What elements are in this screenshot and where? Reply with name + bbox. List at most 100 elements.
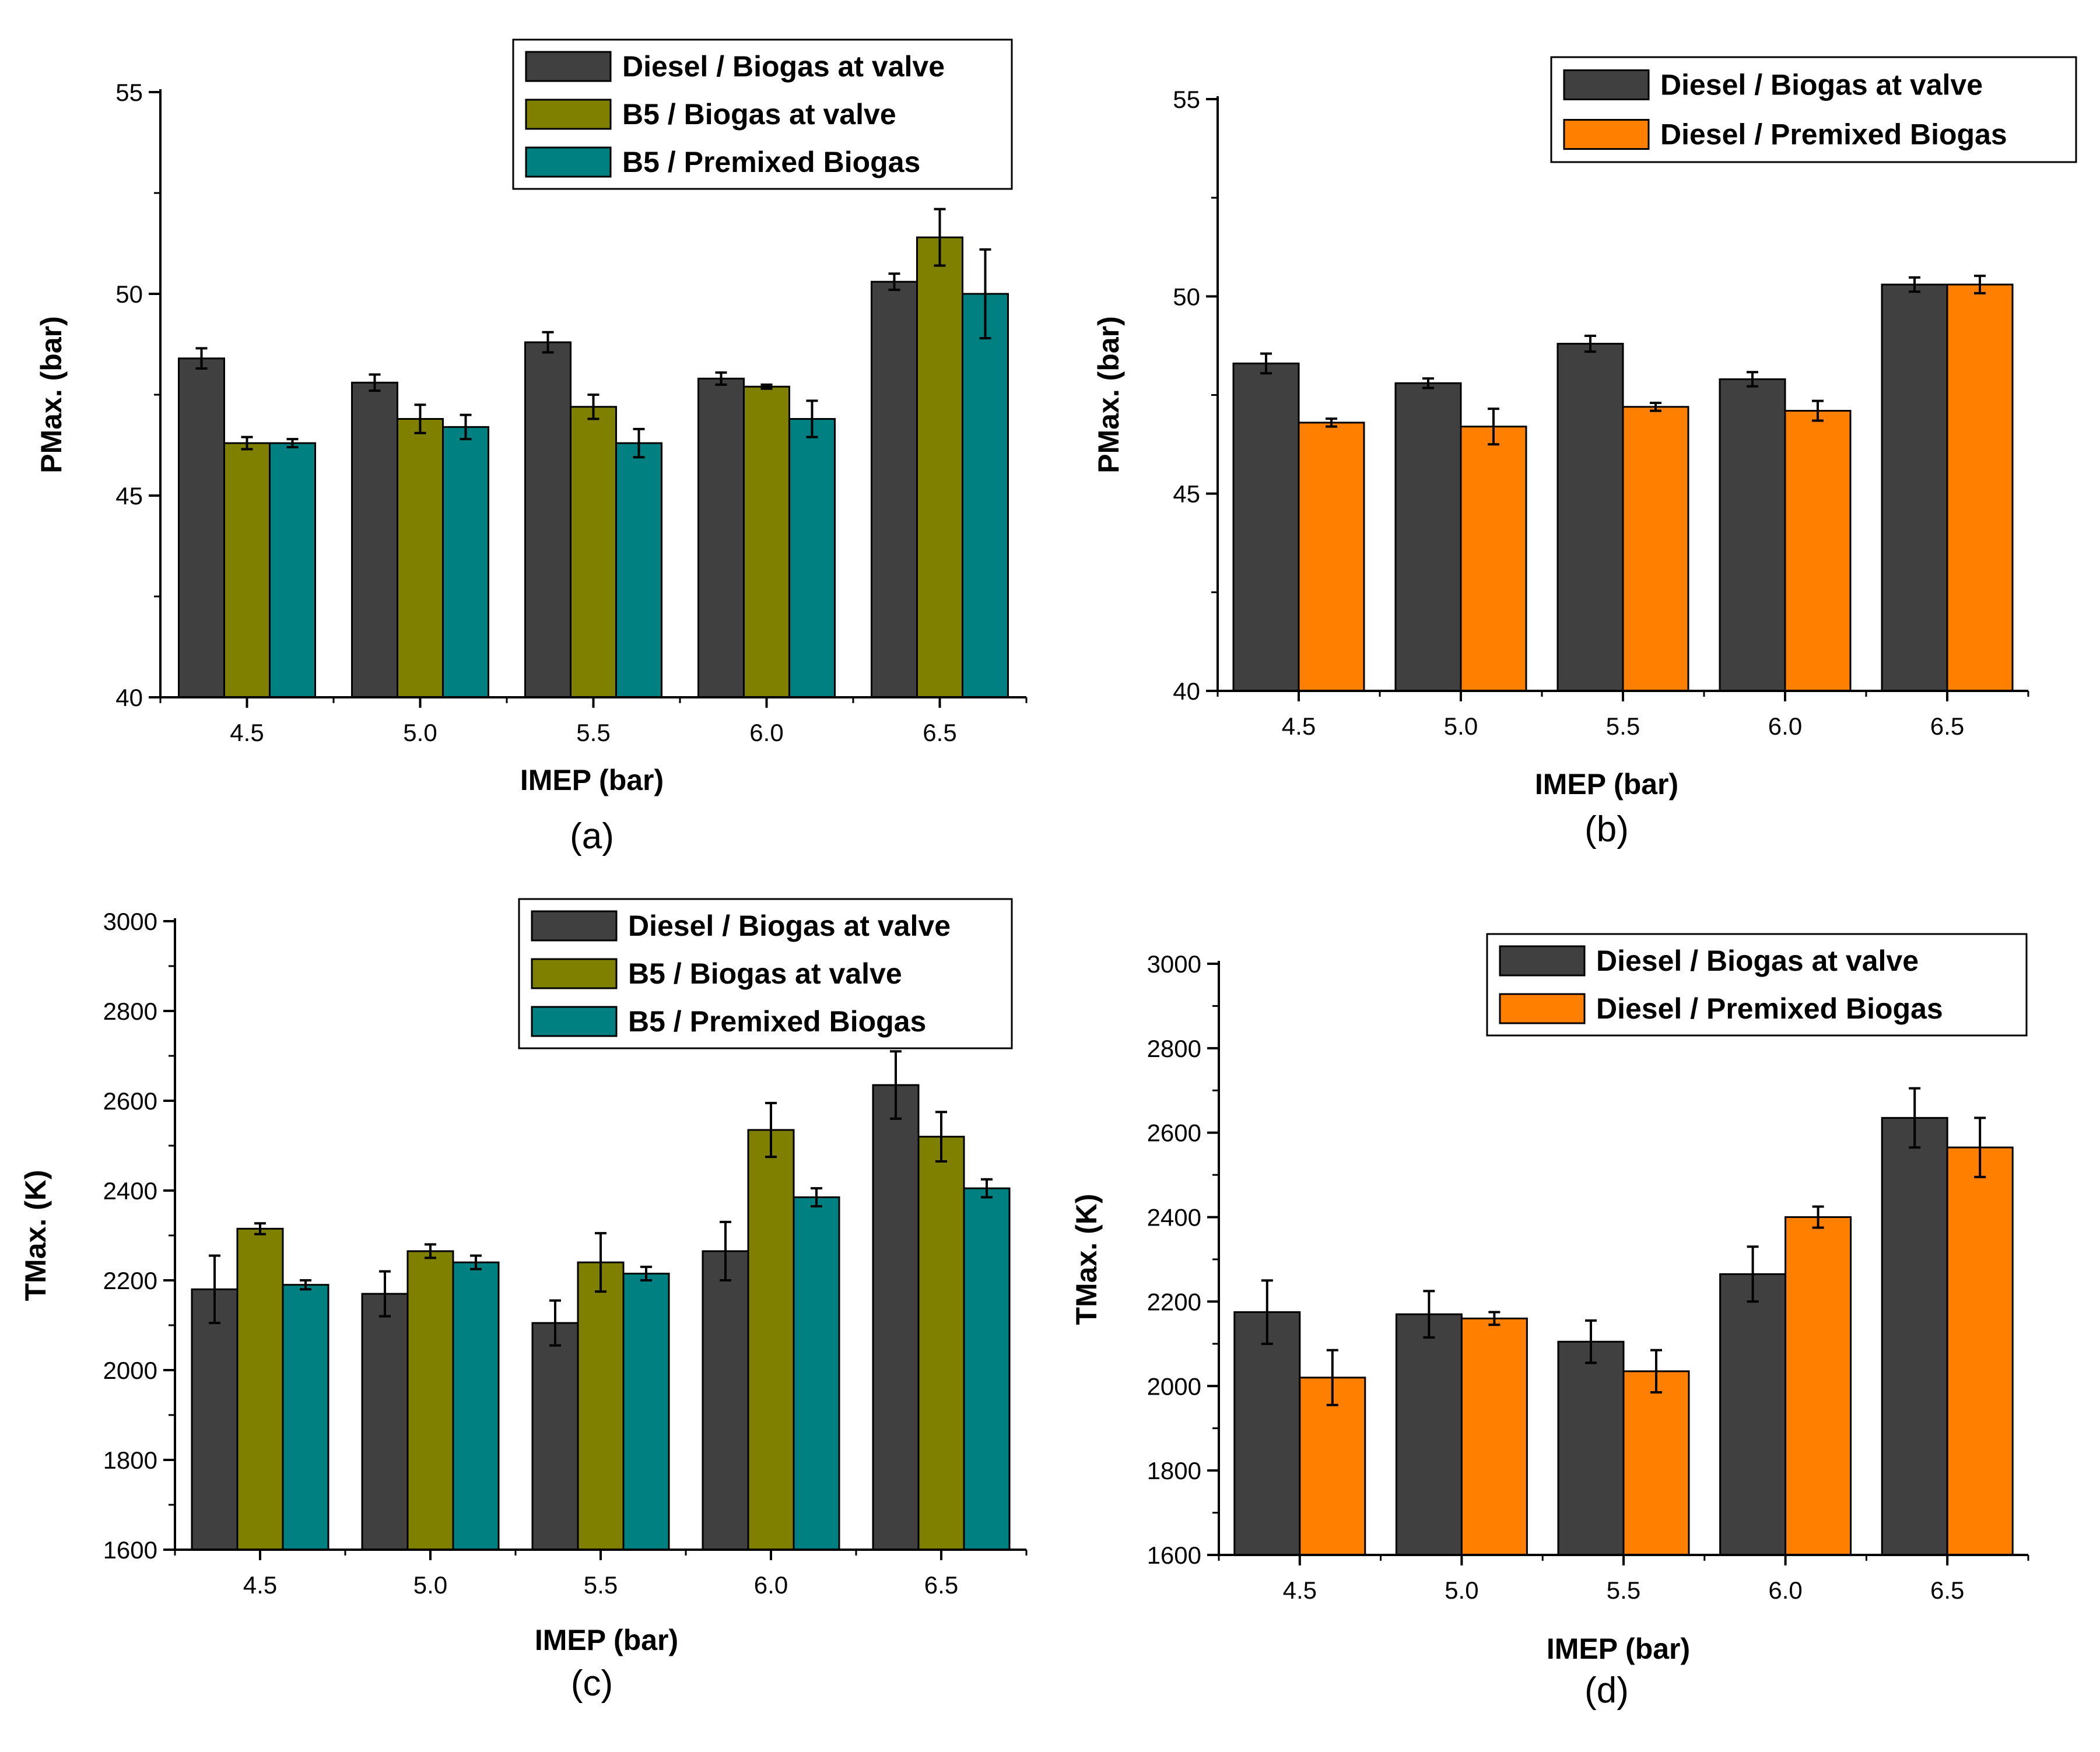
- x-tick-label: 6.0: [749, 719, 783, 746]
- y-tick-label: 45: [1173, 480, 1200, 508]
- legend-entry: Diesel / Premixed Biogas: [1660, 118, 2007, 151]
- bar: [697, 377, 745, 698]
- legend-entry: Diesel / Biogas at valve: [628, 910, 951, 942]
- y-tick-label: 3000: [103, 908, 157, 935]
- x-tick-label: 4.5: [1283, 1577, 1317, 1604]
- x-axis-title: IMEP (bar): [1547, 1632, 1690, 1665]
- y-tick-label: 3000: [1147, 950, 1201, 978]
- bar: [452, 1261, 500, 1551]
- bar: [1881, 283, 1948, 692]
- bar: [1622, 406, 1689, 692]
- bar: [1946, 283, 2014, 692]
- panel-label: (d): [1584, 1670, 1629, 1711]
- x-tick-label: 6.5: [1930, 712, 1964, 740]
- y-tick-label: 2200: [103, 1267, 157, 1294]
- bar: [1946, 1146, 2014, 1556]
- bar: [191, 1288, 239, 1551]
- legend-swatch: [1499, 993, 1586, 1024]
- y-axis-title: TMax. (K): [1070, 1194, 1103, 1325]
- y-tick-label: 1800: [1147, 1457, 1201, 1484]
- bar: [236, 1227, 284, 1551]
- bar: [963, 1187, 1011, 1551]
- y-tick-label: 55: [1173, 86, 1200, 113]
- bar: [406, 1250, 454, 1551]
- panel-label: (a): [570, 816, 614, 856]
- bar: [1298, 422, 1365, 692]
- legend-entry: Diesel / Biogas at valve: [622, 50, 945, 83]
- x-tick-label: 4.5: [1282, 712, 1316, 740]
- y-axis-title: PMax. (bar): [1092, 316, 1125, 473]
- legend-swatch: [531, 958, 618, 989]
- bar: [1556, 343, 1624, 692]
- x-tick-label: 5.0: [403, 719, 437, 746]
- bar: [531, 1322, 579, 1551]
- x-tick-label: 6.5: [923, 719, 956, 746]
- bar: [524, 341, 572, 698]
- bar: [793, 1196, 840, 1551]
- bar: [1557, 1340, 1625, 1556]
- legend-swatch: [525, 51, 612, 82]
- y-axis-title: TMax. (K): [19, 1170, 52, 1301]
- bar: [1460, 1317, 1528, 1556]
- bar: [397, 418, 444, 698]
- bar: [743, 385, 790, 698]
- bar: [917, 1136, 965, 1551]
- bar: [871, 280, 918, 698]
- bar: [702, 1250, 749, 1551]
- x-tick-label: 5.0: [1445, 1577, 1478, 1604]
- y-tick-label: 2800: [103, 998, 157, 1025]
- x-tick-label: 5.0: [413, 1571, 447, 1599]
- y-tick-label: 40: [1173, 677, 1200, 705]
- bar: [1395, 1313, 1463, 1556]
- bar: [962, 293, 1009, 698]
- bar: [1719, 1273, 1787, 1556]
- legend-swatch: [531, 1006, 618, 1037]
- bar: [442, 426, 489, 698]
- y-tick-label: 40: [115, 684, 143, 711]
- y-tick-label: 2400: [103, 1177, 157, 1205]
- y-tick-label: 2000: [1147, 1372, 1201, 1400]
- chart-panel-b: 40 45 50 55 4.5 5.0 5.5 6.0 6.5 IMEP (bar) PMax. (…: [1092, 56, 2077, 849]
- x-axis-title: IMEP (bar): [1535, 768, 1678, 800]
- bar: [282, 1284, 329, 1551]
- panel-label: (c): [571, 1663, 613, 1704]
- x-tick-label: 4.5: [230, 719, 264, 746]
- panel-label: (b): [1584, 809, 1629, 849]
- legend-entry: Diesel / Biogas at valve: [1660, 69, 1983, 101]
- legend-entry: B5 / Biogas at valve: [628, 957, 902, 990]
- bar: [622, 1272, 670, 1551]
- bar: [351, 381, 398, 698]
- bar: [1719, 378, 1786, 692]
- y-tick-label: 45: [115, 482, 143, 510]
- bar: [223, 442, 271, 698]
- x-tick-label: 6.5: [924, 1571, 958, 1599]
- x-tick-label: 5.5: [576, 719, 610, 746]
- legend-entry: Diesel / Biogas at valve: [1596, 945, 1919, 977]
- x-axis-title: IMEP (bar): [520, 764, 664, 796]
- x-tick-label: 6.0: [1768, 712, 1802, 740]
- y-tick-label: 2200: [1147, 1288, 1201, 1315]
- bar: [1394, 382, 1462, 692]
- y-tick-label: 50: [1173, 283, 1200, 310]
- y-tick-label: 50: [115, 280, 143, 308]
- legend: Diesel / Biogas at valve Diesel / Premixe…: [1486, 933, 2028, 1037]
- x-axis-title: IMEP (bar): [535, 1624, 678, 1656]
- bar: [615, 442, 662, 698]
- bar: [178, 357, 225, 698]
- y-axis-title: PMax. (bar): [35, 316, 68, 473]
- bar: [361, 1293, 409, 1551]
- y-tick-label: 55: [115, 79, 143, 106]
- bar: [570, 406, 617, 698]
- x-tick-label: 5.5: [1607, 1577, 1640, 1604]
- legend-swatch: [525, 146, 612, 178]
- legend-swatch: [525, 99, 612, 130]
- legend: Diesel / Biogas at valve B5 / Biogas at v…: [518, 898, 1013, 1049]
- x-tick-label: 4.5: [243, 1571, 277, 1599]
- bar: [1785, 1216, 1852, 1556]
- bar: [1622, 1370, 1690, 1556]
- legend-swatch: [1499, 945, 1586, 977]
- y-tick-label: 1800: [103, 1446, 157, 1474]
- legend: Diesel / Biogas at valve Diesel / Premixe…: [1550, 56, 2077, 163]
- bar: [1460, 426, 1527, 692]
- x-tick-label: 6.0: [754, 1571, 788, 1599]
